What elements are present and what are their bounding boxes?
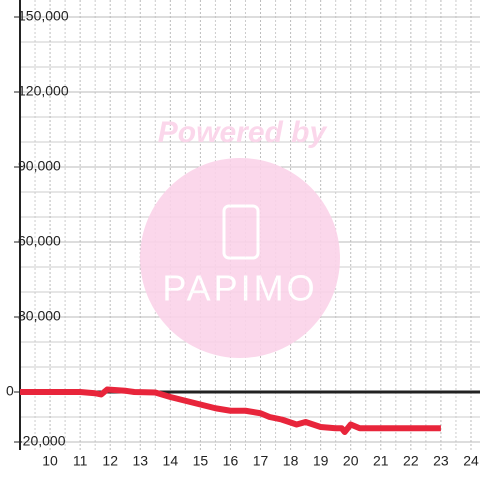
x-tick-label: 23 xyxy=(433,453,449,469)
y-tick-label: 0 xyxy=(6,383,14,399)
watermark-icon xyxy=(222,204,260,260)
x-tick-label: 12 xyxy=(102,453,118,469)
x-tick-label: 22 xyxy=(403,453,419,469)
data-line xyxy=(20,386,441,435)
x-tick-label: 18 xyxy=(283,453,299,469)
x-tick-label: 15 xyxy=(193,453,209,469)
y-tick-label: 30,000 xyxy=(18,308,61,324)
x-tick-label: 24 xyxy=(463,453,479,469)
x-tick-label: 20 xyxy=(343,453,359,469)
watermark: Powered by PAPIMO xyxy=(140,116,340,358)
y-tick-label: 90,000 xyxy=(18,158,61,174)
x-tick-label: 13 xyxy=(132,453,148,469)
x-tick-label: 21 xyxy=(373,453,389,469)
y-tick-label: 120,000 xyxy=(18,83,69,99)
x-tick-label: 10 xyxy=(42,453,58,469)
y-tick-label: -20,000 xyxy=(18,433,66,449)
x-tick-label: 17 xyxy=(253,453,269,469)
x-tick-label: 16 xyxy=(223,453,239,469)
x-tick-label: 19 xyxy=(313,453,329,469)
watermark-logo: PAPIMO xyxy=(162,268,317,309)
x-tick-label: 11 xyxy=(73,453,88,469)
y-tick-label: 150,000 xyxy=(18,8,69,24)
x-tick-label: 14 xyxy=(163,453,179,469)
watermark-text: Powered by xyxy=(158,116,328,149)
y-tick-label: 60,000 xyxy=(18,233,61,249)
